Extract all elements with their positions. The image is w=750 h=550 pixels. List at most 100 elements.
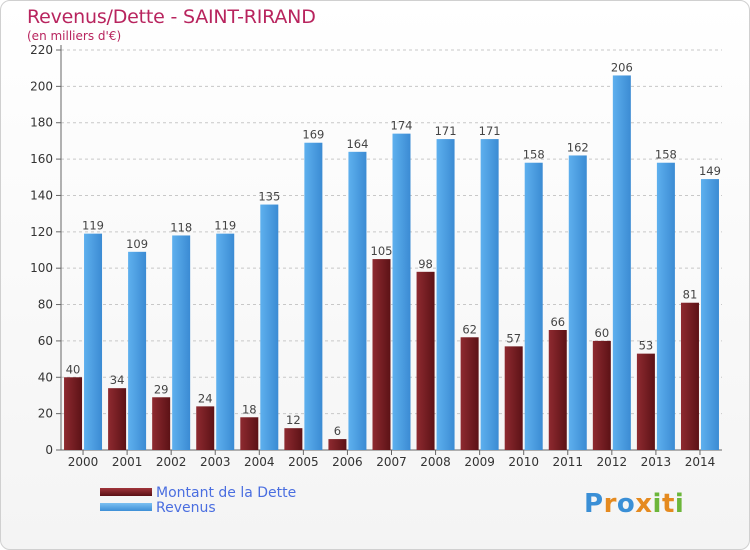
legend-label-revenus: Revenus [156, 500, 216, 516]
chart-title: Revenus/Dette - SAINT-RIRAND [27, 6, 316, 28]
bar-revenus [700, 179, 719, 450]
x-tick-label: 2014 [685, 455, 716, 469]
bar-dette [372, 259, 391, 450]
data-label-dette: 29 [154, 382, 169, 396]
x-tick-label: 2012 [597, 455, 628, 469]
data-label-revenus: 119 [82, 219, 104, 233]
x-tick-label: 2000 [68, 455, 99, 469]
chart-subtitle: (en milliers d'€) [27, 29, 122, 43]
bar-revenus [436, 139, 455, 450]
data-label-dette: 60 [595, 326, 610, 340]
data-label-revenus: 174 [391, 119, 413, 133]
y-tick-label: 120 [30, 225, 53, 239]
y-tick-label: 20 [38, 407, 53, 421]
bar-revenus [612, 75, 631, 451]
logo-letter-3: o [616, 489, 636, 519]
x-tick-label: 2010 [508, 455, 539, 469]
y-tick-label: 160 [30, 152, 53, 166]
bar-dette [240, 417, 259, 450]
x-tick-label: 2013 [641, 455, 672, 469]
bar-revenus [568, 155, 587, 451]
data-label-revenus: 206 [611, 60, 633, 74]
bar-revenus [304, 142, 323, 450]
y-tick-label: 140 [30, 188, 53, 202]
x-tick-label: 2003 [200, 455, 231, 469]
y-tick-label: 40 [38, 370, 53, 384]
bar-dette [108, 388, 127, 450]
y-tick-label: 200 [30, 79, 53, 93]
x-tick-label: 2011 [552, 455, 583, 469]
bar-revenus [260, 204, 279, 450]
legend-label-dette: Montant de la Dette [156, 485, 297, 501]
y-tick-label: 180 [30, 116, 53, 130]
bar-dette [636, 353, 655, 450]
x-tick-label: 2009 [464, 455, 495, 469]
data-label-dette: 40 [66, 362, 81, 376]
bar-revenus [348, 151, 367, 450]
bar-revenus [524, 162, 543, 450]
logo-letter-6: t [661, 489, 675, 519]
data-label-dette: 98 [418, 257, 433, 271]
bar-dette [284, 428, 303, 450]
data-label-dette: 105 [371, 244, 393, 258]
x-tick-label: 2005 [288, 455, 319, 469]
data-label-revenus: 109 [126, 237, 148, 251]
data-label-revenus: 135 [258, 190, 280, 204]
bar-dette [64, 377, 83, 450]
data-label-revenus: 169 [302, 128, 324, 142]
data-label-dette: 62 [462, 322, 477, 336]
bar-dette [592, 340, 611, 450]
x-tick-label: 2001 [112, 455, 143, 469]
data-label-revenus: 164 [346, 137, 368, 151]
proxiti-logo[interactable]: Proxiti [584, 489, 684, 519]
data-label-dette: 57 [506, 331, 521, 345]
y-tick-label: 80 [38, 298, 53, 312]
bar-dette [328, 439, 347, 450]
bar-revenus [128, 251, 147, 450]
bar-dette [152, 397, 171, 450]
bar-revenus [392, 133, 411, 451]
bar-revenus [84, 233, 103, 450]
data-label-dette: 18 [242, 402, 257, 416]
data-label-dette: 12 [286, 413, 301, 427]
data-label-dette: 34 [110, 373, 125, 387]
y-tick-label: 220 [30, 43, 53, 57]
bar-dette [196, 406, 215, 450]
data-label-revenus: 149 [699, 164, 721, 178]
y-tick-label: 100 [30, 261, 53, 275]
x-tick-label: 2002 [156, 455, 187, 469]
data-label-dette: 81 [683, 288, 698, 302]
data-label-revenus: 158 [523, 148, 545, 162]
data-label-revenus: 158 [655, 148, 677, 162]
x-tick-label: 2007 [376, 455, 407, 469]
legend-swatch-revenus [100, 503, 152, 511]
data-label-dette: 66 [550, 315, 565, 329]
logo-letter-7: i [674, 489, 685, 519]
data-label-revenus: 162 [567, 140, 589, 154]
x-tick-label: 2006 [332, 455, 363, 469]
data-label-dette: 24 [198, 391, 213, 405]
data-label-dette: 53 [639, 339, 654, 353]
legend-swatch-dette [100, 488, 152, 496]
bar-revenus [172, 235, 191, 450]
bar-revenus [216, 233, 235, 450]
data-label-dette: 6 [334, 424, 341, 438]
logo-letter-2: r [603, 489, 617, 519]
bar-dette [460, 337, 479, 450]
logo-letter-1: P [584, 489, 604, 519]
x-tick-label: 2004 [244, 455, 275, 469]
data-label-revenus: 119 [214, 219, 236, 233]
bar-dette [416, 271, 435, 450]
data-label-revenus: 171 [479, 124, 501, 138]
data-label-revenus: 171 [435, 124, 457, 138]
bar-revenus [480, 139, 499, 450]
y-tick-label: 60 [38, 334, 53, 348]
bar-dette [504, 346, 523, 450]
x-tick-label: 2008 [420, 455, 451, 469]
bar-dette [548, 330, 567, 450]
data-label-revenus: 118 [170, 220, 192, 234]
bar-dette [680, 302, 699, 450]
y-tick-label: 0 [45, 443, 53, 457]
logo-letter-4: x [635, 489, 653, 519]
